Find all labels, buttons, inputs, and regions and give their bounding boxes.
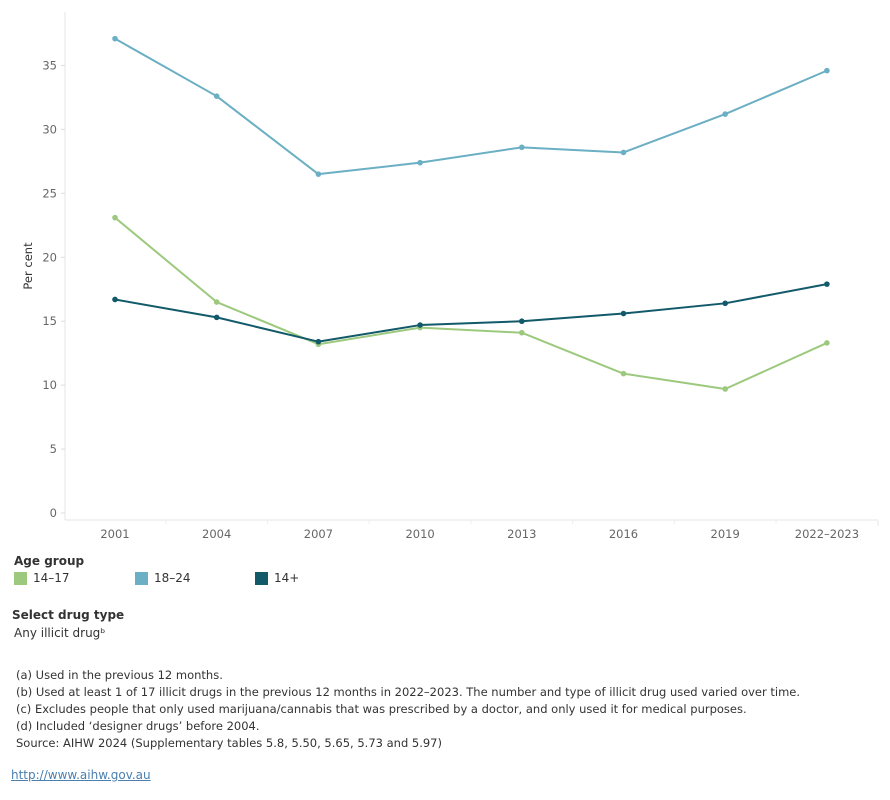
filter-title: Select drug type — [12, 608, 125, 622]
x-tick-label: 2019 — [711, 527, 740, 541]
y-tick-label: 15 — [42, 314, 57, 328]
data-point-14-17 — [112, 214, 118, 221]
y-tick-label: 10 — [42, 378, 57, 392]
data-point-18-24 — [315, 171, 322, 177]
footnote-d: (d) Included ‘designer drugs’ before 200… — [16, 719, 260, 733]
data-point-14plus — [315, 338, 322, 345]
filter-value[interactable]: Any illicit drugᵇ — [14, 626, 106, 640]
y-tick-label: 25 — [42, 186, 57, 200]
data-point-14plus — [722, 300, 728, 307]
legend-swatch-14-17 — [14, 571, 27, 585]
data-point-18-24 — [417, 159, 423, 166]
footnote-b: (b) Used at least 1 of 17 illicit drugs … — [16, 685, 801, 699]
data-point-14plus — [417, 322, 423, 328]
footnote-a: (a) Used in the previous 12 months. — [16, 668, 223, 682]
x-tick-label: 2001 — [100, 527, 129, 541]
x-tick-label: 2022–2023 — [795, 527, 859, 541]
data-point-14-17 — [213, 299, 220, 305]
data-point-14-17 — [722, 386, 728, 392]
source-note: Source: AIHW 2024 (Supplementary tables … — [16, 736, 442, 750]
data-point-18-24 — [112, 35, 118, 42]
data-point-18-24 — [722, 111, 728, 117]
data-point-14-17 — [620, 370, 627, 377]
legend: Age group 14–17 18–24 14+ — [12, 554, 412, 588]
data-point-18-24 — [824, 67, 830, 74]
legend-label-14-plus: 14+ — [274, 571, 300, 585]
series-line-14-17 — [114, 216, 828, 390]
y-axis-title: Per cent — [21, 242, 35, 290]
y-tick-label: 5 — [50, 442, 57, 456]
footnotes: (a) Used in the previous 12 months. (b) … — [16, 667, 876, 752]
data-point-18-24 — [213, 93, 220, 99]
y-tick-label: 30 — [42, 122, 57, 136]
data-point-18-24 — [519, 144, 525, 151]
x-tick-label: 2010 — [405, 527, 434, 541]
legend-item-14-plus[interactable]: 14+ — [255, 570, 299, 586]
aihw-link[interactable]: http://www.aihw.gov.au — [11, 768, 151, 782]
data-point-14plus — [824, 281, 830, 287]
y-tick-label: 20 — [42, 250, 57, 264]
legend-label-18-24: 18–24 — [154, 571, 191, 585]
series-line-18-24 — [114, 37, 828, 176]
x-tick-label: 2013 — [507, 527, 536, 541]
data-point-14plus — [519, 318, 525, 325]
line-chart: 0 5 10 15 20 25 30 35 2001 2004 2007 2010 2013 2016 20… — [21, 12, 879, 541]
legend-item-14-17[interactable]: 14–17 — [14, 570, 70, 586]
data-point-14-17 — [519, 329, 525, 336]
drug-type-filter: Select drug type Any illicit drugᵇ — [12, 608, 412, 642]
footnote-c: (c) Excludes people that only used marij… — [16, 702, 747, 716]
data-point-18-24 — [620, 149, 627, 156]
data-point-14plus — [112, 296, 118, 303]
data-point-14plus — [620, 310, 627, 317]
chart-svg: 0 5 10 15 20 25 30 35 2001 2004 2007 2010 2013 2016 20… — [21, 12, 879, 541]
legend-title: Age group — [14, 554, 85, 568]
y-tick-label: 35 — [42, 59, 57, 73]
legend-label-14-17: 14–17 — [33, 571, 70, 585]
data-point-14-17 — [824, 340, 830, 346]
x-tick-label: 2016 — [609, 527, 638, 541]
data-point-14plus — [213, 314, 220, 321]
x-tick-label: 2007 — [304, 527, 333, 541]
legend-swatch-18-24 — [135, 571, 148, 585]
y-tick-label: 0 — [50, 506, 57, 520]
legend-item-18-24[interactable]: 18–24 — [135, 570, 191, 586]
legend-swatch-14-plus — [255, 571, 268, 585]
series-line-14plus — [114, 283, 828, 343]
x-tick-label: 2004 — [202, 527, 231, 541]
